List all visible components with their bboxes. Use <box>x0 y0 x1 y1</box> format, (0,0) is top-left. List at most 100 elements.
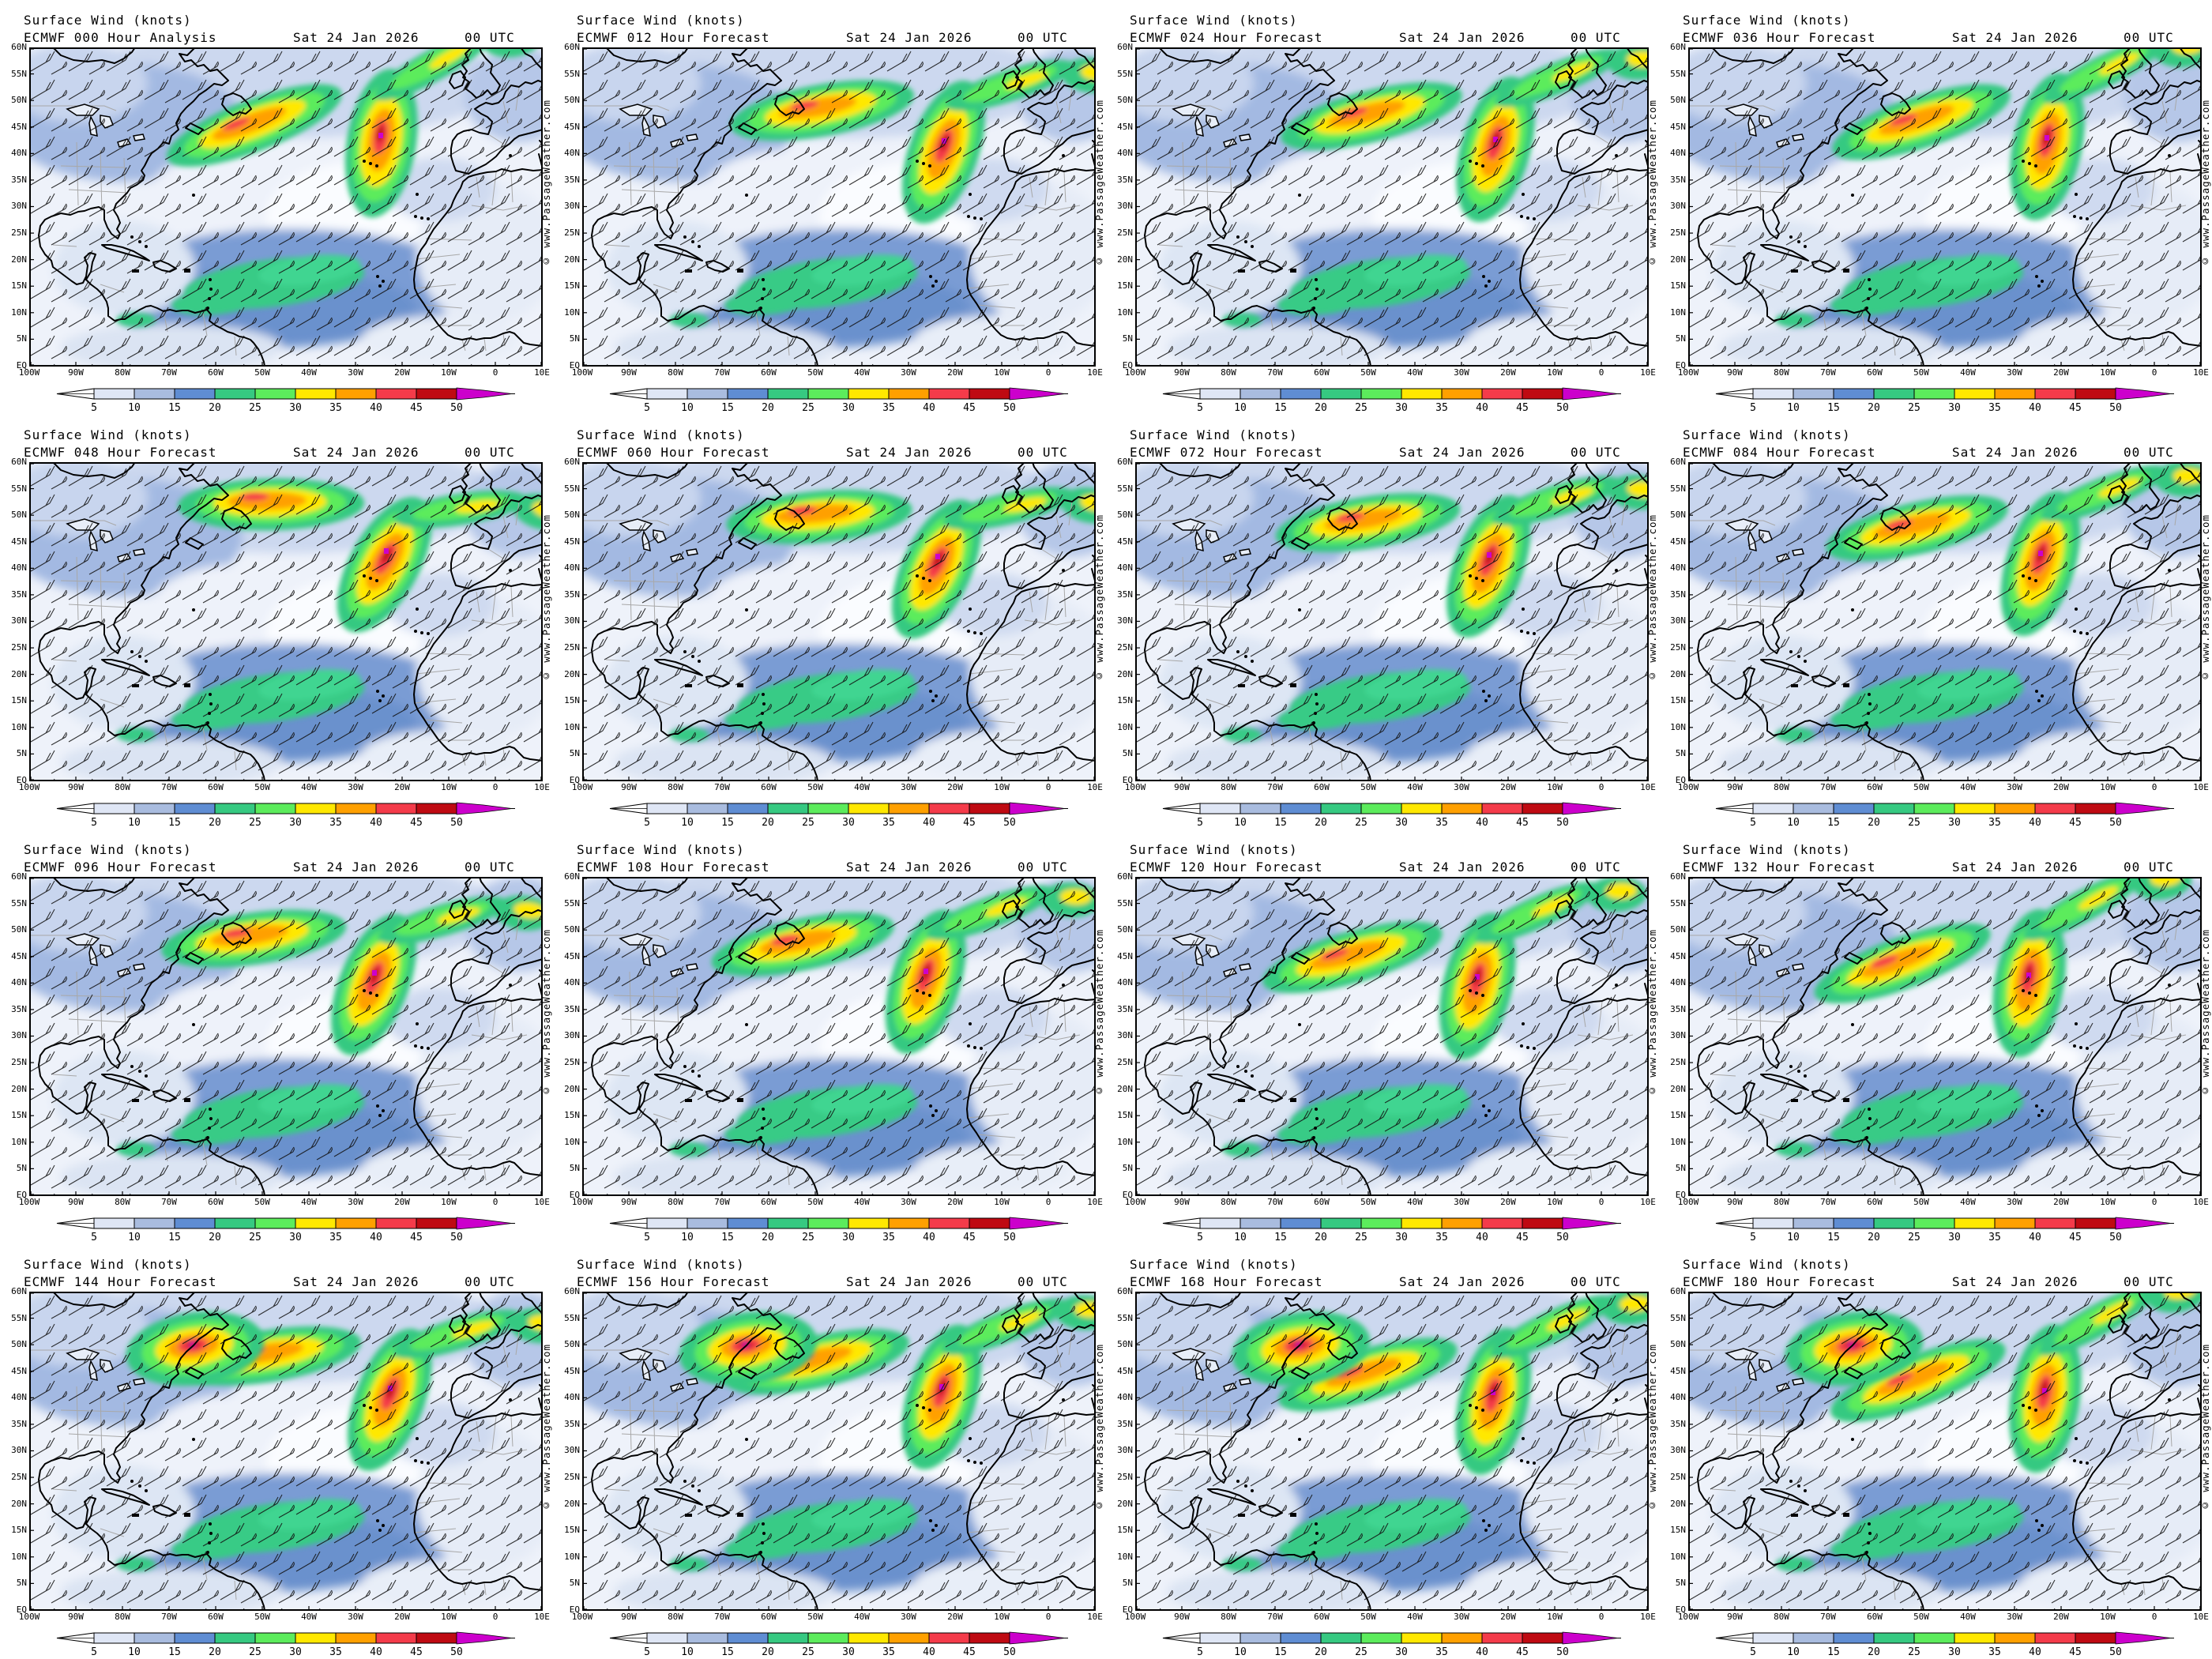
wind-map <box>29 47 543 367</box>
longitude-tick-label: 50W <box>807 1197 823 1207</box>
longitude-tick-label: 70W <box>714 1612 730 1622</box>
colorbar-tick-label: 35 <box>1988 402 2001 414</box>
latitude-tick-label: 25N <box>564 228 580 239</box>
longitude-tick-label: 40W <box>1960 367 1976 378</box>
longitude-tick-label: 0 <box>1598 782 1604 792</box>
colorbar-tick-label: 50 <box>450 1232 463 1243</box>
latitude-tick-label: 35N <box>1117 1418 1133 1429</box>
wind-barbs-overlay <box>1688 462 2202 781</box>
longitude-tick-label: 90W <box>68 1197 84 1207</box>
colorbar-tick-label: 40 <box>370 1646 382 1658</box>
panel-forecast-label: ECMWF 060 Hour Forecast <box>577 445 770 460</box>
wind-map <box>582 877 1096 1196</box>
longitude-tick-label: 0 <box>1045 782 1051 792</box>
latitude-tick-label: 50N <box>564 95 580 106</box>
latitude-tick-label: 60N <box>564 42 580 52</box>
colorbar-tick-label: 10 <box>1787 1646 1800 1658</box>
longitude-tick-label: 20W <box>394 782 410 792</box>
longitude-tick-label: 30W <box>901 1612 916 1622</box>
longitude-tick-label: 90W <box>1727 1197 1743 1207</box>
latitude-tick-label: 40N <box>1670 1392 1686 1403</box>
panel-valid-date: Sat 24 Jan 2026 <box>846 860 972 875</box>
copyright-watermark: © www.PassageWeather.com <box>1093 929 1105 1097</box>
colorbar-tick-label: 45 <box>410 1232 423 1243</box>
panel-variable-title: Surface Wind (knots) <box>24 1257 192 1272</box>
latitude-tick-label: 55N <box>564 483 580 494</box>
longitude-tick-label: 70W <box>1267 1197 1283 1207</box>
wind-speed-colorbar: 5 10 15 20 25 30 35 40 45 50 <box>609 387 1068 414</box>
copyright-watermark: © www.PassageWeather.com <box>1093 100 1105 268</box>
longitude-tick-label: 60W <box>761 782 777 792</box>
latitude-tick-label: 10N <box>564 1136 580 1147</box>
latitude-tick-label: 20N <box>1117 668 1133 679</box>
latitude-tick-label: 5N <box>1122 748 1133 759</box>
panel-valid-time: 00 UTC <box>465 30 515 45</box>
wind-map <box>582 1292 1096 1611</box>
panel-valid-date: Sat 24 Jan 2026 <box>293 860 419 875</box>
panel-forecast-label: ECMWF 132 Hour Forecast <box>1683 860 1876 875</box>
colorbar-tick-label: 15 <box>1827 1646 1840 1658</box>
longitude-tick-label: 40W <box>301 1612 317 1622</box>
longitude-tick-label: 100W <box>571 782 593 792</box>
latitude-tick-label: 20N <box>564 254 580 265</box>
latitude-tick-label: 55N <box>1117 897 1133 908</box>
longitude-tick-label: 80W <box>1774 1197 1789 1207</box>
colorbar-tick-label: 50 <box>1556 1646 1569 1658</box>
latitude-tick-label: 5N <box>16 1578 27 1589</box>
latitude-tick-label: 10N <box>1117 1551 1133 1562</box>
wind-barbs-overlay <box>29 1292 543 1611</box>
latitude-tick-label: 25N <box>564 1472 580 1483</box>
colorbar-tick-label: 10 <box>128 817 141 829</box>
forecast-panel: Surface Wind (knots) ECMWF 144 Hour Fore… <box>0 1244 553 1659</box>
longitude-tick-label: 60W <box>1867 1612 1883 1622</box>
latitude-tick-label: 50N <box>11 1339 27 1350</box>
latitude-tick-label: 10N <box>1670 721 1686 732</box>
latitude-tick-label: 10N <box>1670 1136 1686 1147</box>
longitude-tick-label: 10E <box>534 367 550 378</box>
longitude-tick-label: 90W <box>621 1612 637 1622</box>
latitude-tick-label: 50N <box>564 510 580 521</box>
colorbar-tick-label: 25 <box>1908 1646 1920 1658</box>
colorbar-tick-label: 45 <box>2069 1646 2082 1658</box>
longitude-tick-label: 90W <box>621 1197 637 1207</box>
colorbar-tick-label: 25 <box>249 1646 261 1658</box>
latitude-tick-label: 10N <box>1117 307 1133 318</box>
colorbar-tick-label: 35 <box>329 402 342 414</box>
latitude-tick-label: 60N <box>11 42 27 52</box>
colorbar-tick-label: 25 <box>802 1646 814 1658</box>
panel-forecast-label: ECMWF 108 Hour Forecast <box>577 860 770 875</box>
latitude-tick-label: 40N <box>564 977 580 988</box>
longitude-tick-label: 60W <box>1314 367 1330 378</box>
wind-speed-colorbar: 5 10 15 20 25 30 35 40 45 50 <box>609 1217 1068 1243</box>
latitude-tick-label: 5N <box>569 1163 580 1174</box>
panel-valid-time: 00 UTC <box>1571 860 1621 875</box>
latitude-tick-label: 35N <box>564 1003 580 1014</box>
latitude-tick-label: 50N <box>1117 1339 1133 1350</box>
latitude-tick-label: 40N <box>1117 1392 1133 1403</box>
wind-barbs-overlay <box>1688 47 2202 367</box>
longitude-tick-label: 40W <box>854 782 870 792</box>
longitude-tick-label: 0 <box>492 1197 498 1207</box>
latitude-tick-label: 15N <box>1117 1110 1133 1121</box>
colorbar-tick-label: 15 <box>1827 402 1840 414</box>
longitude-tick-label: 30W <box>1454 367 1469 378</box>
forecast-panel: Surface Wind (knots) ECMWF 012 Hour Fore… <box>553 0 1106 415</box>
panel-forecast-label: ECMWF 036 Hour Forecast <box>1683 30 1876 45</box>
latitude-tick-label: 55N <box>1117 1312 1133 1323</box>
latitude-tick-label: 45N <box>1117 950 1133 961</box>
longitude-tick-label: 60W <box>1314 782 1330 792</box>
latitude-tick-label: 40N <box>1117 562 1133 574</box>
longitude-tick-label: 60W <box>1867 1197 1883 1207</box>
longitude-tick-label: 100W <box>1677 1612 1699 1622</box>
panel-forecast-label: ECMWF 168 Hour Forecast <box>1130 1274 1323 1289</box>
copyright-watermark: © www.PassageWeather.com <box>540 514 552 683</box>
wind-speed-colorbar: 5 10 15 20 25 30 35 40 45 50 <box>1715 1217 2174 1243</box>
wind-barbs-overlay <box>582 877 1096 1196</box>
latitude-tick-label: 5N <box>569 748 580 759</box>
latitude-tick-label: 50N <box>1117 924 1133 935</box>
colorbar-tick-label: 35 <box>1435 402 1448 414</box>
colorbar-tick-label: 25 <box>802 402 814 414</box>
longitude-tick-label: 50W <box>807 1612 823 1622</box>
longitude-tick-label: 50W <box>1913 1197 1929 1207</box>
